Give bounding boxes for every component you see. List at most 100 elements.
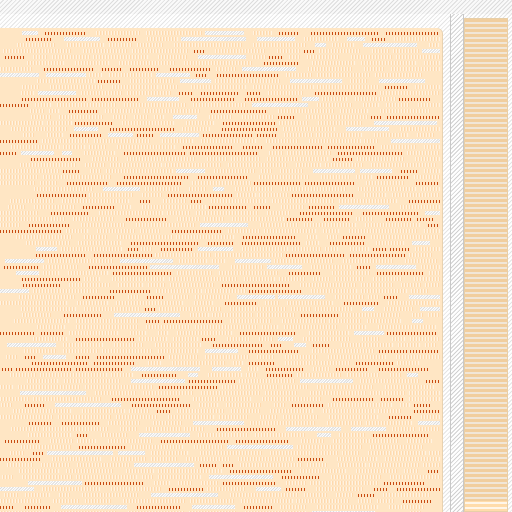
code-token-keyword (356, 362, 393, 365)
code-token-keyword (333, 158, 352, 161)
code-token (424, 61, 440, 65)
code-line (0, 36, 442, 42)
code-token (151, 493, 218, 497)
code-token (312, 61, 355, 65)
code-token (390, 373, 402, 377)
code-token-keyword (191, 200, 201, 203)
code-token (111, 373, 133, 377)
code-token (20, 163, 77, 167)
code-token (0, 301, 67, 305)
minimap[interactable] (464, 18, 508, 512)
code-token-keyword (97, 356, 164, 359)
code-token (215, 79, 280, 83)
code-line (0, 54, 442, 60)
code-token (389, 505, 425, 509)
code-line (0, 228, 442, 234)
code-line (0, 30, 442, 36)
code-token-keyword (102, 68, 122, 71)
code-token (23, 133, 35, 137)
code-token-keyword (159, 386, 217, 389)
minimap-viewport-thumb[interactable] (465, 19, 507, 502)
code-token (253, 85, 314, 89)
code-token (215, 49, 266, 53)
code-token (424, 145, 440, 149)
code-token-keyword (137, 134, 155, 137)
code-token (76, 475, 137, 479)
code-token (33, 289, 98, 293)
code-token (176, 169, 205, 173)
code-token-keyword (33, 452, 44, 455)
code-token (231, 265, 264, 269)
code-token (339, 433, 366, 437)
code-token (307, 235, 317, 239)
code-token (132, 49, 189, 53)
code-token-keyword (213, 344, 264, 347)
code-token (43, 355, 66, 359)
code-token-keyword (51, 212, 88, 215)
code-line (0, 432, 442, 438)
code-token (0, 73, 39, 77)
code-token (366, 421, 412, 425)
code-token-keyword (201, 92, 238, 95)
code-token (48, 259, 113, 263)
code-token (317, 433, 331, 437)
code-token (367, 319, 401, 323)
vertical-scrollbar[interactable] (450, 14, 464, 512)
code-token (310, 391, 367, 395)
code-token (267, 265, 302, 269)
code-token (84, 235, 108, 239)
code-line (0, 42, 442, 48)
code-token-keyword (373, 434, 429, 437)
code-token-keyword (202, 338, 217, 341)
code-token (383, 493, 431, 497)
code-token (306, 241, 319, 245)
code-token (193, 103, 247, 107)
code-token-keyword (257, 134, 276, 137)
code-token (215, 253, 283, 257)
code-token-keyword (223, 122, 275, 125)
code-token (89, 193, 133, 197)
code-token (7, 343, 56, 347)
code-line (0, 72, 442, 78)
code-token (112, 85, 158, 89)
code-token-keyword (300, 212, 353, 215)
code-token (190, 313, 209, 317)
code-token (289, 55, 300, 59)
code-token (147, 97, 179, 101)
code-token (222, 385, 278, 389)
code-token-keyword (222, 284, 291, 287)
code-token-keyword (292, 194, 355, 197)
code-line (0, 306, 442, 312)
code-token (53, 499, 80, 503)
code-editor[interactable] (0, 28, 442, 512)
code-token (40, 373, 107, 377)
code-line (0, 180, 442, 186)
code-token (396, 55, 440, 59)
code-token (360, 379, 419, 383)
code-token (151, 451, 188, 455)
code-token (372, 49, 390, 53)
code-token (11, 127, 68, 131)
code-token (83, 49, 128, 53)
code-token (99, 211, 163, 215)
code-token (84, 307, 140, 311)
code-token-keyword (373, 248, 386, 251)
code-line (0, 48, 442, 54)
code-token (365, 223, 420, 227)
code-token (94, 139, 151, 143)
code-token (400, 205, 440, 209)
code-token (146, 325, 191, 329)
code-token-keyword (298, 458, 325, 461)
code-token (302, 97, 319, 101)
code-token (360, 169, 392, 173)
code-line (0, 198, 442, 204)
code-line (0, 294, 442, 300)
code-token (231, 157, 261, 161)
code-token (239, 379, 296, 383)
code-token (170, 283, 215, 287)
code-token (419, 427, 440, 431)
code-token (169, 355, 198, 359)
code-token (414, 277, 440, 281)
code-token (52, 457, 101, 461)
code-token-keyword (0, 506, 15, 509)
